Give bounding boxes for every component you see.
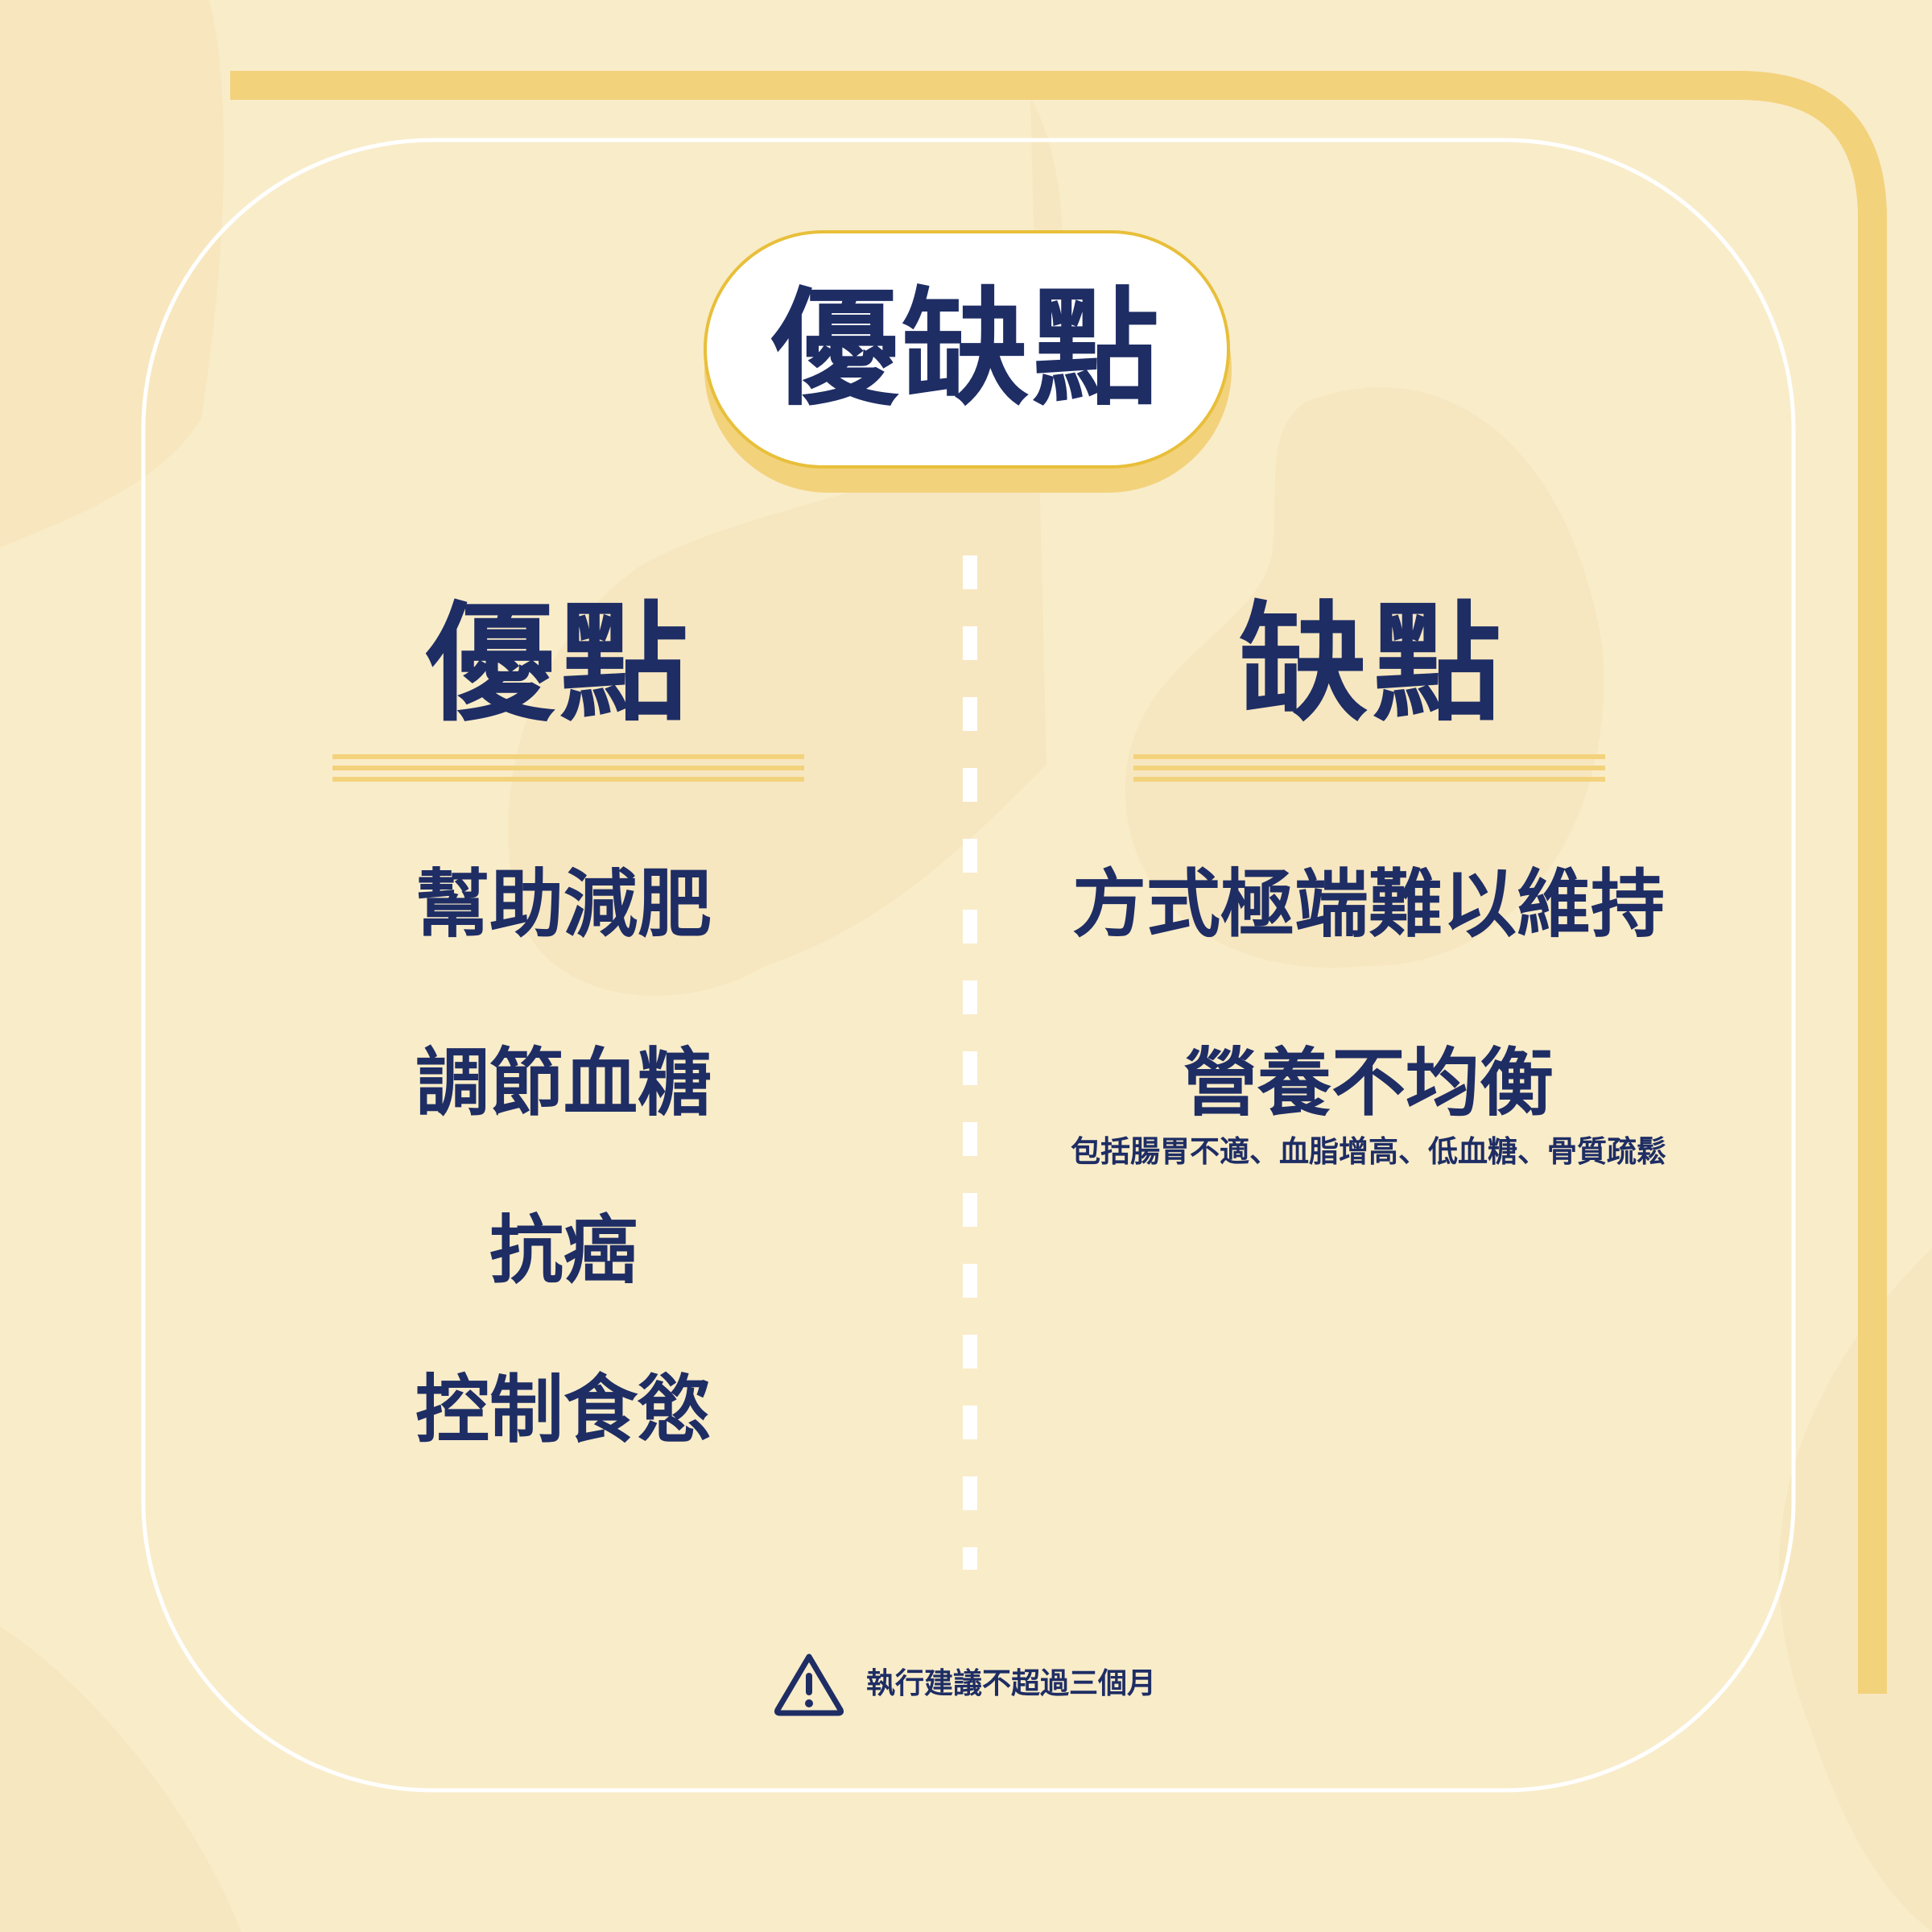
cons-item-note: 包括腸胃不適、血脂增高、低血糖、骨質疏鬆	[1071, 1134, 1666, 1169]
warning-text: 執行建議不超過三個月	[866, 1667, 1157, 1700]
title-pill: 優缺點	[704, 230, 1230, 469]
background-blob-top-left	[0, 0, 225, 547]
pros-heading-underline	[332, 754, 804, 782]
cons-item: 方式極端難以維持	[1071, 861, 1665, 947]
corner-frame-line	[230, 71, 1887, 1694]
background-blob-bottom-right	[1778, 1248, 1932, 1932]
background-blob-right	[1125, 387, 1604, 968]
cons-item: 營養不均衡	[1183, 1040, 1554, 1126]
page-title: 優缺點	[771, 275, 1162, 423]
pros-heading: 優點	[425, 588, 693, 739]
cons-heading: 缺點	[1238, 588, 1506, 739]
pros-item: 抗癌	[489, 1208, 638, 1294]
cons-heading-underline	[1133, 754, 1605, 782]
background-blob-bottom-left	[0, 1626, 242, 1932]
warning-icon	[774, 1653, 844, 1716]
pros-item: 幫助減肥	[415, 861, 712, 947]
pros-item: 調節血糖	[415, 1040, 712, 1126]
background-blob-center	[508, 97, 1063, 997]
warning-note: 執行建議不超過三個月	[773, 1650, 1156, 1718]
pros-item: 控制食慾	[415, 1367, 712, 1453]
content-frame	[141, 138, 1796, 1793]
